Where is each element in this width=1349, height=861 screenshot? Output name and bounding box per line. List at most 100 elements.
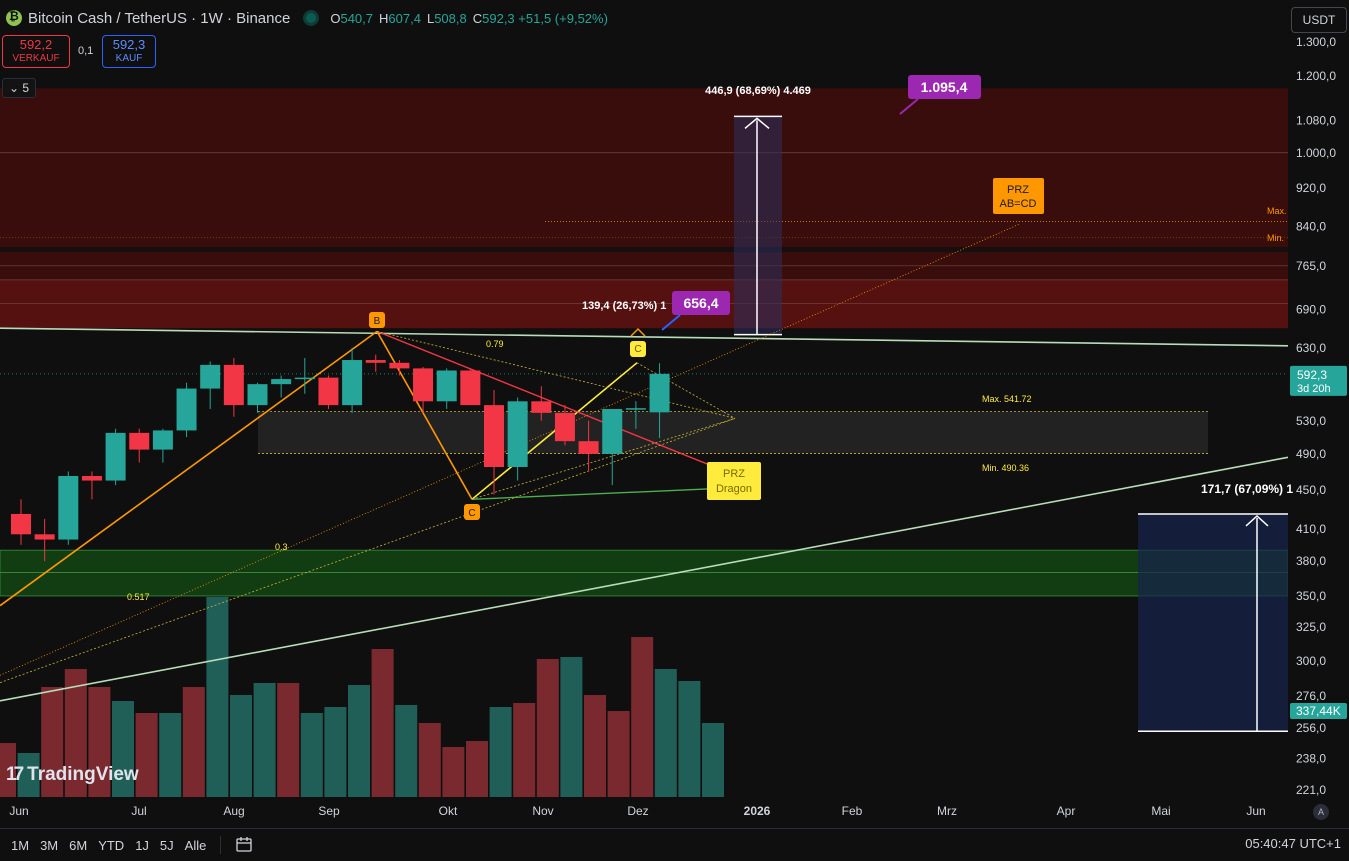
price-tick-label: 530,0 (1296, 414, 1326, 428)
price-tick-label: 1.080,0 (1296, 113, 1336, 127)
current-price-label: 592,3 (1297, 368, 1327, 382)
x-tick-label: Jul (131, 804, 146, 818)
candle-body (247, 384, 268, 406)
candle-body (554, 412, 575, 442)
candle-body (342, 360, 363, 406)
candle-body (460, 370, 481, 406)
volume-bar (182, 687, 205, 797)
symbol-title[interactable]: Bitcoin Cash / TetherUS · 1W · Binance (28, 9, 291, 27)
volume-bar (513, 703, 536, 797)
point-d-text: C (634, 344, 641, 355)
range-6m[interactable]: 6M (69, 837, 88, 853)
candle-body (152, 430, 173, 450)
countdown-label: 3d 20h (1297, 383, 1331, 395)
candle-body (649, 373, 670, 413)
long-position-box (734, 116, 782, 335)
prz-max-small: Max. (1267, 206, 1287, 216)
consolidation-zone (258, 411, 1208, 454)
candle-body (105, 432, 126, 481)
utc-clock[interactable]: 05:40:47 UTC+1 (1245, 836, 1341, 851)
prz-abcd-sub: AB=CD (1000, 198, 1037, 210)
fib-line-3 (471, 417, 736, 500)
x-tick-label: Sep (318, 804, 340, 818)
currency-selector[interactable]: USDT (1291, 7, 1347, 33)
prz-dragon-box (707, 462, 761, 500)
candle-body (602, 408, 623, 454)
candle-body (200, 364, 221, 389)
callout-1095 (908, 75, 981, 99)
callout-656 (672, 291, 730, 315)
volume-bar (277, 683, 300, 797)
price-tick-label: 690,0 (1296, 302, 1326, 316)
sell-button[interactable]: 592,2 VERKAUF (2, 35, 70, 68)
candle-body (484, 405, 504, 468)
buy-price: 592,3 (112, 37, 146, 52)
dragon-support-line (471, 487, 731, 501)
range-ytd[interactable]: YTD (98, 837, 125, 853)
market-open-icon (306, 13, 317, 23)
point-d-arrow (630, 327, 646, 337)
calendar-icon[interactable] (235, 835, 253, 856)
candle-body (625, 408, 646, 410)
ohlc-l: L508,8 (426, 10, 467, 26)
prz-dragon-sub: Dragon (716, 483, 752, 495)
range-alle[interactable]: Alle (184, 837, 207, 853)
volume-bar (88, 687, 111, 797)
x-tick-label: 2026 (744, 804, 771, 818)
range-buttons: 1M 3M 6M YTD 1J 5J Alle (0, 838, 206, 853)
x-tick-label: Apr (1057, 804, 1076, 818)
volume-bar (230, 695, 252, 797)
price-tick-label: 1.300,0 (1296, 35, 1336, 49)
bc-leg (376, 330, 473, 500)
callout-1095-pointer (899, 98, 919, 115)
volume-bar (418, 723, 441, 797)
resistance-gap (0, 246, 1288, 253)
buy-button[interactable]: 592,3 KAUF (102, 35, 156, 68)
candle-body (578, 441, 599, 454)
price-tick-label: 1.200,0 (1296, 69, 1336, 83)
candle-body (413, 368, 434, 402)
callout-656-text: 656,4 (683, 295, 718, 311)
price-tick-label: 920,0 (1296, 181, 1326, 195)
volume-bar (206, 597, 229, 797)
volume-bar (678, 681, 701, 797)
sell-label: VERKAUF (12, 53, 60, 64)
x-tick-label: Mrz (937, 804, 957, 818)
price-tick-label: 490,0 (1296, 447, 1326, 461)
ohlc-values: O540,7 H607,4 L508,8 C592,3 +51,5 (+9,52%) (324, 11, 608, 26)
volume-bar (112, 701, 134, 797)
auto-scale-button[interactable]: A (1313, 804, 1329, 820)
fib-0517-label: 0.517 (127, 592, 150, 602)
volume-bar (442, 747, 465, 797)
candle-body (365, 360, 386, 363)
volume-bar (395, 705, 418, 797)
candle-body (318, 377, 339, 406)
volume-bar (348, 685, 370, 797)
callout-656-pointer (661, 314, 681, 331)
prz-abcd-label: PRZ (1007, 184, 1029, 196)
x-tick-label: Aug (223, 804, 244, 818)
price-tick-label: 238,0 (1296, 752, 1326, 766)
indicator-collapse-button[interactable]: ⌄ 5 (2, 78, 36, 98)
x-tick-label: Jun (1246, 804, 1265, 818)
candle-body (507, 401, 528, 468)
candle-body (58, 475, 79, 540)
range-5j[interactable]: 5J (159, 837, 174, 853)
candle-body (129, 432, 150, 450)
buy-label: KAUF (115, 53, 143, 64)
volume-bar (631, 637, 654, 797)
volume-bar (135, 713, 158, 797)
fib-line-2 (376, 330, 736, 419)
candle-body (34, 534, 55, 540)
range-3m[interactable]: 3M (40, 837, 59, 853)
bottom-toolbar: 1M 3M 6M YTD 1J 5J Alle (0, 828, 1349, 861)
range-1m[interactable]: 1M (11, 837, 30, 853)
fib-03-label: 0.3 (275, 542, 288, 552)
dragon-line (376, 330, 761, 486)
range-1j[interactable]: 1J (135, 837, 149, 853)
volume-label: 337,44K (1296, 704, 1341, 718)
max-level-label: Max. 541.72 (982, 394, 1032, 404)
volume-bar (17, 753, 40, 797)
indicator-count: 5 (22, 81, 30, 95)
